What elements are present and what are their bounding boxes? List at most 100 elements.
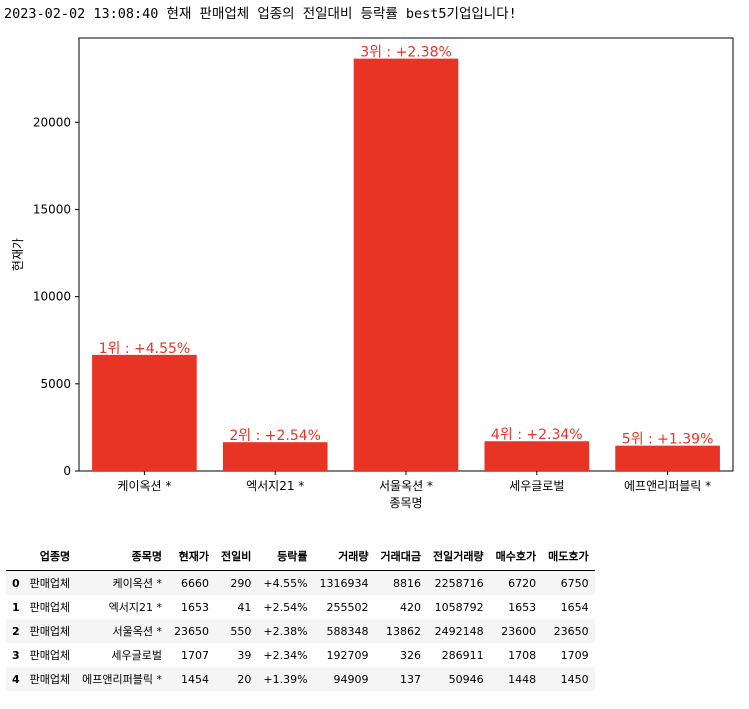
table-cell: 20	[237, 672, 252, 686]
table-row: 0 판매업체 케이옥션 * 6660 290 +4.55% 1316934 8816 22587…	[6, 570, 595, 595]
table-cell: 588348	[326, 624, 369, 638]
y-tick-label: 5000	[40, 377, 71, 391]
table-cell: 255502	[326, 600, 369, 614]
bar	[353, 58, 459, 471]
column-header: 거래량	[338, 550, 369, 563]
table-cell: 판매업체	[29, 577, 71, 590]
x-tick-label: 케이옥션 *	[117, 479, 171, 493]
table-row: 1 판매업체 엑서지21 * 1653 41 +2.54% 255502 420 1058792…	[6, 595, 595, 619]
bar	[484, 441, 590, 471]
table-cell: 8816	[393, 576, 422, 590]
data-table: 업종명 종목명 현재가 전일비 등락률 거래량 거래대금 전일거래량 매수호가 매도호가 0 판매업…	[6, 542, 595, 691]
table-cell: 550	[230, 624, 252, 638]
column-header: 등락률	[277, 550, 308, 563]
table-cell: 326	[400, 648, 422, 662]
table-cell: 에프앤리퍼블릭 *	[82, 673, 162, 686]
table-cell: 엑서지21 *	[108, 601, 162, 614]
column-header: 업종명	[39, 550, 71, 563]
table-cell: 137	[400, 672, 422, 686]
table-cell: 판매업체	[29, 649, 71, 662]
table-cell: 13862	[386, 624, 422, 638]
table-cell: +2.34%	[263, 648, 308, 662]
table-cell: +2.38%	[263, 624, 308, 638]
table-cell: 1708	[508, 648, 537, 662]
table-cell: +4.55%	[263, 576, 308, 590]
table-cell: 1709	[560, 648, 589, 662]
row-index: 1	[12, 600, 20, 614]
column-header: 매도호가	[548, 550, 589, 563]
table-cell: 1454	[180, 672, 209, 686]
table-cell: 1653	[180, 600, 209, 614]
table-cell: 23650	[553, 624, 589, 638]
table-cell: 1654	[560, 600, 589, 614]
table-cell: 286911	[441, 648, 484, 662]
table-cell: 94909	[333, 672, 369, 686]
table-cell: 23600	[501, 624, 537, 638]
table-cell: 판매업체	[29, 673, 71, 686]
y-tick-label: 15000	[33, 202, 71, 216]
row-index: 0	[12, 576, 20, 590]
table-cell: +2.54%	[263, 600, 308, 614]
column-header: 전일거래량	[433, 550, 484, 563]
table-cell: 6660	[180, 576, 209, 590]
table-cell: 6720	[508, 576, 537, 590]
table-cell: 1448	[508, 672, 537, 686]
table-cell: 23650	[173, 624, 209, 638]
row-index: 3	[12, 648, 20, 662]
row-index: 4	[12, 672, 20, 686]
table-cell: 2258716	[434, 576, 484, 590]
table-cell: +1.39%	[263, 672, 308, 686]
table-cell: 39	[237, 648, 252, 662]
table-cell: 50946	[448, 672, 484, 686]
column-header: 종목명	[131, 550, 162, 563]
x-tick-label: 서울옥션 *	[379, 479, 433, 493]
x-tick-label: 세우글로벌	[509, 479, 564, 493]
y-axis-label: 현재가	[11, 238, 25, 271]
table-cell: 케이옥션 *	[112, 577, 162, 590]
table-cell: 1653	[508, 600, 537, 614]
y-tick-label: 10000	[33, 290, 71, 304]
bar-data-label: 4위 : +2.34%	[491, 427, 583, 443]
table-cell: 1707	[180, 648, 209, 662]
bar-data-label: 1위 : +4.55%	[99, 341, 191, 357]
table-cell: 6750	[560, 576, 589, 590]
table-cell: 290	[230, 576, 252, 590]
x-axis-label: 종목명	[389, 496, 422, 510]
bar-data-label: 5위 : +1.39%	[622, 432, 714, 448]
table-row: 2 판매업체 서울옥션 * 23650 550 +2.38% 588348 13862 2492…	[6, 619, 595, 643]
axes: 0 5000 10000 15000 20000 케이옥션 * 엑서지21 * 서울옥션 * 세…	[11, 37, 734, 510]
bar-labels: 1위 : +4.55% 2위 : +2.54% 3위 : +2.38% 4위 : +2…	[99, 45, 714, 448]
table-cell: 2492148	[434, 624, 484, 638]
bar	[92, 354, 197, 471]
table-row: 3 판매업체 세우글로벌 1707 39 +2.34% 192709 326 286911 170…	[6, 643, 595, 667]
bar	[222, 442, 328, 471]
index-header	[6, 542, 24, 571]
bar	[615, 445, 720, 471]
table-cell: 서울옥션 *	[112, 625, 162, 638]
table-cell: 192709	[326, 648, 369, 662]
bar-data-label: 2위 : +2.54%	[229, 428, 321, 444]
table-cell: 1450	[560, 672, 589, 686]
table-cell: 판매업체	[29, 601, 71, 614]
bar-chart: 0 5000 10000 15000 20000 케이옥션 * 엑서지21 * 서울옥션 * 세…	[11, 37, 734, 510]
table-cell: 1058792	[434, 600, 484, 614]
table-cell: 세우글로벌	[111, 649, 162, 662]
x-tick-label: 엑서지21 *	[246, 479, 304, 493]
bars	[92, 58, 720, 471]
table-header-row: 업종명 종목명 현재가 전일비 등락률 거래량 거래대금 전일거래량 매수호가 매도호가	[6, 542, 595, 571]
table-cell: 41	[237, 600, 252, 614]
table-cell: 420	[400, 600, 422, 614]
row-index: 2	[12, 624, 20, 638]
bar-data-label: 3위 : +2.38%	[360, 45, 452, 61]
table-body: 0 판매업체 케이옥션 * 6660 290 +4.55% 1316934 8816 22587…	[6, 570, 595, 691]
x-tick-label: 에프앤리퍼블릭 *	[624, 479, 711, 493]
page-title: 2023-02-02 13:08:40 현재 판매업체 업종의 전일대비 등락률…	[4, 6, 517, 22]
column-header: 현재가	[178, 550, 209, 563]
y-tick-label: 20000	[33, 115, 71, 129]
column-header: 거래대금	[380, 550, 422, 563]
table-cell: 1316934	[319, 576, 369, 590]
y-tick-label: 0	[63, 464, 71, 478]
column-header: 전일비	[220, 550, 252, 563]
column-header: 매수호가	[495, 550, 537, 563]
table-row: 4 판매업체 에프앤리퍼블릭 * 1454 20 +1.39% 94909 137 50946 1…	[6, 667, 595, 691]
